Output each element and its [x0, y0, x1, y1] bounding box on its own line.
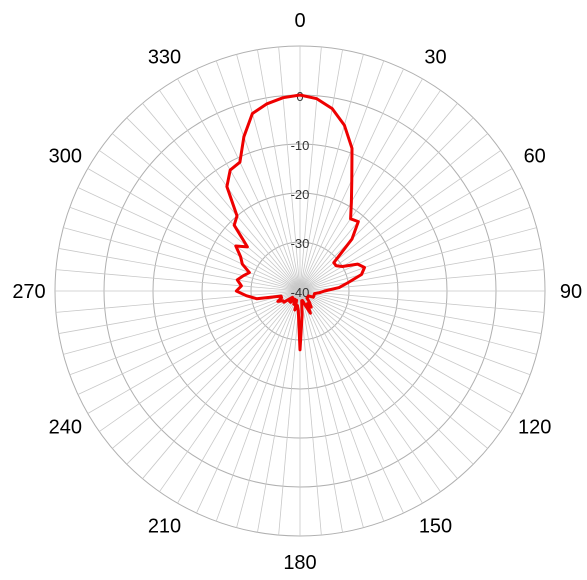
grid-spoke [299, 290, 404, 514]
grid-spoke [299, 60, 385, 292]
angle-tick-label: 300 [49, 146, 82, 168]
grid-spoke [159, 290, 301, 492]
grid-spoke [299, 290, 458, 479]
grid-spoke [299, 54, 364, 292]
angle-tick-label: 180 [283, 552, 316, 574]
grid-spoke [215, 60, 301, 292]
grid-spoke [299, 290, 441, 492]
grid-spoke [142, 290, 301, 479]
angle-tick-label: 270 [12, 281, 45, 303]
radial-tick-label: -10 [291, 138, 310, 153]
grid-spoke [55, 290, 301, 313]
grid-spoke [87, 168, 301, 292]
grid-spoke [299, 290, 343, 533]
grid-spoke [112, 290, 301, 449]
angle-tick-label: 330 [148, 46, 181, 68]
grid-spoke [299, 150, 501, 292]
grid-spoke [87, 290, 301, 414]
grid-spoke [196, 290, 301, 514]
grid-spoke [177, 290, 301, 504]
angle-tick-label: 120 [518, 417, 551, 439]
radial-tick-label: -40 [291, 285, 310, 300]
grid-spoke [299, 78, 423, 292]
grid-spoke [55, 269, 301, 292]
series-layer [225, 93, 366, 352]
grid-spoke [112, 133, 301, 292]
angle-tick-label: 90 [560, 281, 582, 303]
grid-spoke [299, 290, 545, 313]
grid-spoke [299, 290, 523, 395]
grid-spoke [299, 290, 501, 432]
grid-spoke [299, 290, 322, 536]
grid-spoke [77, 187, 301, 292]
grid-spoke [299, 290, 537, 355]
grid-spoke [299, 90, 441, 292]
angle-tick-label: 240 [49, 417, 82, 439]
grid-spoke [299, 227, 537, 292]
grid-spoke [299, 290, 364, 528]
grid-spoke [299, 117, 474, 292]
grid-spoke [299, 168, 513, 292]
grid-spoke [278, 46, 301, 292]
grid-spoke [299, 290, 474, 465]
radial-tick-label: -20 [291, 187, 310, 202]
grid-spoke [177, 78, 301, 292]
grid-spoke [257, 49, 301, 292]
grid-spoke [58, 248, 301, 292]
grid-spoke [236, 290, 301, 528]
grid-spoke [63, 290, 301, 355]
grid-spoke [126, 290, 301, 465]
grid-spoke [299, 49, 343, 292]
grid-spoke [69, 290, 301, 376]
grid-spoke [299, 248, 542, 292]
grid-spoke [196, 68, 301, 292]
grid-spoke [63, 227, 301, 292]
angle-tick-label: 150 [419, 516, 452, 538]
angle-tick-label: 30 [424, 46, 446, 68]
grid-spoke [299, 290, 488, 449]
grid-spoke [299, 206, 531, 292]
grid-spoke [299, 290, 542, 334]
grid-spoke [142, 103, 301, 292]
grid-spoke [99, 290, 301, 432]
angle-tick-label: 210 [148, 516, 181, 538]
grid-spoke [215, 290, 301, 522]
grid-spoke [99, 150, 301, 292]
grid-spoke [77, 290, 301, 395]
grid-spoke [299, 103, 458, 292]
grid-spoke [299, 290, 385, 522]
grid-spoke [278, 290, 301, 536]
grid-spoke [299, 187, 523, 292]
angle-tick-labels: 0 30 60 90 120 150 180 210 240 270 300 330 [12, 10, 582, 574]
grid-spoke [126, 117, 301, 292]
grid-spoke [299, 290, 513, 414]
grid-spoke [299, 133, 488, 292]
grid-spoke [236, 54, 301, 292]
radial-tick-label: -30 [291, 236, 310, 251]
grid-spoke [69, 206, 301, 292]
angle-tick-label: 0 [294, 10, 305, 32]
angle-tick-label: 60 [524, 146, 546, 168]
grid-spoke [299, 46, 322, 292]
radial-tick-labels: 0-10-20-30-40 [291, 89, 310, 300]
radiation-pattern-line [225, 93, 366, 352]
grid-spoke [299, 290, 423, 504]
grid-spoke [257, 290, 301, 533]
grid-spoke [299, 290, 531, 376]
